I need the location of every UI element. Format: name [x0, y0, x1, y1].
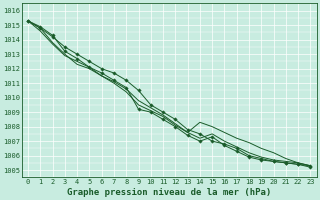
X-axis label: Graphe pression niveau de la mer (hPa): Graphe pression niveau de la mer (hPa)	[67, 188, 271, 197]
